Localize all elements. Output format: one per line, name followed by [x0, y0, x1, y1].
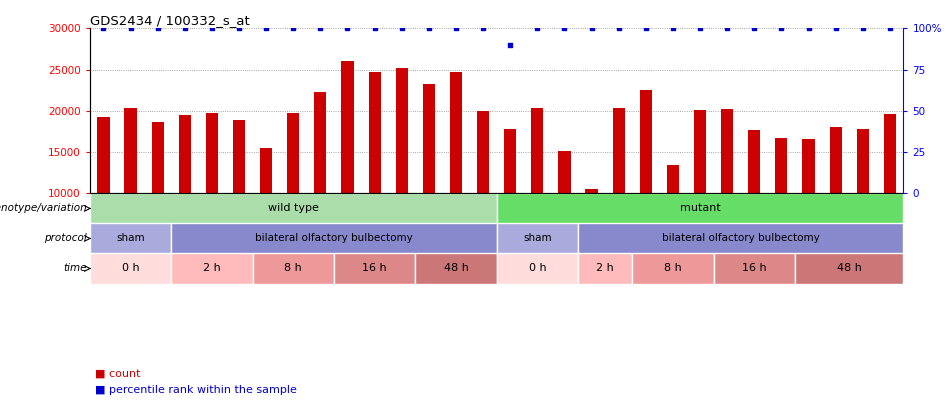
- Bar: [830, 128, 842, 276]
- Point: [801, 25, 816, 32]
- Text: protocol: protocol: [44, 233, 87, 243]
- Text: 0 h: 0 h: [529, 264, 546, 273]
- Bar: [776, 138, 787, 276]
- Bar: [497, 194, 903, 224]
- Bar: [415, 254, 497, 284]
- Bar: [497, 254, 578, 284]
- Bar: [369, 72, 380, 276]
- Point: [204, 25, 219, 32]
- Point: [746, 25, 762, 32]
- Point: [883, 25, 898, 32]
- Bar: [90, 254, 171, 284]
- Bar: [97, 117, 110, 276]
- Point: [340, 25, 355, 32]
- Bar: [639, 90, 652, 276]
- Bar: [477, 111, 489, 276]
- Bar: [497, 224, 578, 254]
- Bar: [171, 224, 497, 254]
- Bar: [233, 120, 245, 276]
- Point: [96, 25, 111, 32]
- Bar: [334, 254, 415, 284]
- Bar: [884, 114, 896, 276]
- Bar: [342, 60, 354, 276]
- Point: [611, 25, 626, 32]
- Text: bilateral olfactory bulbectomy: bilateral olfactory bulbectomy: [662, 233, 819, 243]
- Point: [828, 25, 843, 32]
- Bar: [90, 224, 171, 254]
- Bar: [857, 129, 868, 276]
- Point: [394, 25, 410, 32]
- Bar: [395, 68, 408, 276]
- Text: 48 h: 48 h: [444, 264, 468, 273]
- Bar: [151, 122, 164, 276]
- Text: 0 h: 0 h: [122, 264, 139, 273]
- Bar: [90, 194, 497, 224]
- Point: [774, 25, 789, 32]
- Text: 2 h: 2 h: [203, 264, 220, 273]
- Bar: [613, 109, 624, 276]
- Text: 8 h: 8 h: [285, 264, 302, 273]
- Bar: [578, 254, 632, 284]
- Bar: [713, 254, 795, 284]
- Bar: [795, 254, 903, 284]
- Bar: [532, 108, 543, 276]
- Point: [421, 25, 436, 32]
- Point: [150, 25, 166, 32]
- Text: 16 h: 16 h: [742, 264, 766, 273]
- Point: [557, 25, 572, 32]
- Bar: [632, 254, 713, 284]
- Text: time: time: [63, 264, 87, 273]
- Text: wild type: wild type: [268, 203, 319, 213]
- Bar: [288, 113, 299, 276]
- Text: ■ percentile rank within the sample: ■ percentile rank within the sample: [95, 385, 296, 395]
- Point: [720, 25, 735, 32]
- Text: 8 h: 8 h: [664, 264, 682, 273]
- Bar: [171, 254, 253, 284]
- Bar: [748, 130, 761, 276]
- Bar: [260, 148, 272, 276]
- Bar: [586, 189, 598, 276]
- Bar: [578, 224, 903, 254]
- Text: bilateral olfactory bulbectomy: bilateral olfactory bulbectomy: [255, 233, 412, 243]
- Point: [177, 25, 192, 32]
- Point: [530, 25, 545, 32]
- Bar: [423, 85, 435, 276]
- Point: [476, 25, 491, 32]
- Text: ■ count: ■ count: [95, 369, 140, 379]
- Bar: [450, 72, 462, 276]
- Text: 48 h: 48 h: [837, 264, 862, 273]
- Point: [367, 25, 382, 32]
- Bar: [179, 115, 191, 276]
- Point: [448, 25, 464, 32]
- Text: genotype/variation: genotype/variation: [0, 203, 87, 213]
- Text: GDS2434 / 100332_s_at: GDS2434 / 100332_s_at: [90, 14, 250, 27]
- Point: [502, 42, 517, 48]
- Point: [584, 25, 599, 32]
- Point: [855, 25, 870, 32]
- Point: [232, 25, 247, 32]
- Text: sham: sham: [116, 233, 145, 243]
- Point: [258, 25, 273, 32]
- Text: 16 h: 16 h: [362, 264, 387, 273]
- Text: sham: sham: [523, 233, 552, 243]
- Bar: [558, 151, 570, 276]
- Bar: [694, 110, 706, 276]
- Text: 2 h: 2 h: [596, 264, 614, 273]
- Point: [286, 25, 301, 32]
- Point: [123, 25, 138, 32]
- Bar: [504, 129, 517, 276]
- Point: [639, 25, 654, 32]
- Bar: [802, 139, 815, 276]
- Bar: [206, 113, 218, 276]
- Bar: [253, 254, 334, 284]
- Point: [665, 25, 680, 32]
- Bar: [125, 108, 136, 276]
- Point: [692, 25, 708, 32]
- Bar: [667, 164, 679, 276]
- Bar: [721, 109, 733, 276]
- Text: mutant: mutant: [679, 203, 721, 213]
- Point: [313, 25, 328, 32]
- Bar: [314, 92, 326, 276]
